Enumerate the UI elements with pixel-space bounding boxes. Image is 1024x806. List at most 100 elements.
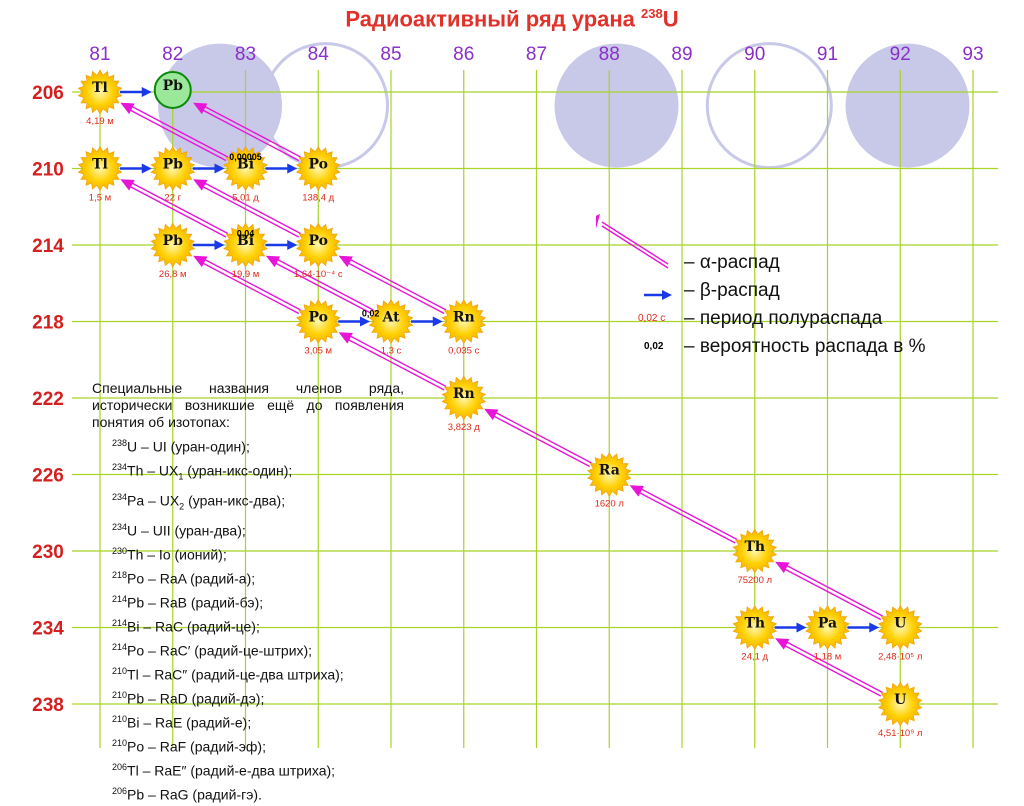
nuclide-pb210: Pb 22 г [150,145,196,204]
notes-list: 238U – UI (уран-один); 234Th – UX1 (уран-… [92,433,404,806]
proton-number-label: 86 [453,44,474,65]
legend-probability-label: – вероятность распада в % [684,336,926,357]
note-item: 206Tl – RaE″ (радий-е-два штриха); [112,762,336,780]
alpha-decay-arrow [338,332,447,391]
alpha-decay-arrow [193,102,301,162]
mass-number-label: 234 [32,619,64,640]
radioactive-star [295,222,341,268]
half-life-label: 1,3 с [381,346,402,357]
alpha-decay-arrow [775,561,883,621]
nuclide-symbol: Tl [92,80,108,96]
half-life-label: 1,18 м [814,652,842,663]
mass-number-label: 210 [32,160,64,181]
note-item: 234Pa – UX2 (уран-икс-два); [112,491,286,512]
half-life-label: 4,19 м [86,116,114,127]
proton-number-label: 84 [308,44,330,65]
note-item: 214Bi – RaC (радий-це); [112,618,260,635]
proton-number-label: 85 [380,44,401,65]
mass-number-label: 238 [32,695,64,716]
half-life-label: 1620 л [595,499,624,510]
legend-halflife-label: – период полураспада [684,308,883,329]
legend-alpha-row: – α-распад [596,214,1016,280]
proton-number-label: 87 [526,44,547,65]
filled-circle [554,43,679,168]
nuclide-symbol: U [894,692,906,708]
half-life-label: 19,9 м [232,269,260,280]
nuclide-th234: Th 24,1 д [732,604,778,663]
nuclide-symbol: At [381,310,400,326]
nuclide-symbol: Po [309,157,329,173]
historical-names-note: Специальные названия членов ряда, истори… [92,380,404,806]
legend-beta-row: – β-распад [596,280,1016,308]
nuclide-po218: Po 3,05 м [295,298,341,357]
note-item: 238U – UI (уран-один); [112,438,250,455]
nuclide-symbol: U [894,616,906,632]
grid [72,70,998,748]
nuclide-symbol: Bi [237,157,254,173]
beta-decay-arrow [847,622,880,633]
nuclide-pb214: Pb 26,8 м [150,222,196,280]
mass-number-label: 214 [32,236,64,257]
proton-number-label: 89 [671,44,692,65]
note-item: 214Pb – RaB (радий-бэ); [112,593,264,611]
proton-number-label: 90 [744,44,765,65]
alpha-decay-arrow [629,485,738,544]
mass-number-label: 226 [32,466,64,487]
nuclide-symbol: Pb [163,233,184,249]
filled-circle [845,43,970,168]
alpha-decay-arrow [193,179,301,238]
radioactive-star [732,604,778,651]
nuclide-po210: Po 138,4 д [295,145,341,204]
radioactive-star [877,681,923,727]
radioactive-star [223,222,268,268]
nuclide-symbol: Po [309,233,329,249]
beta-decay-arrow [265,240,298,250]
radioactive-star [805,604,850,651]
half-life-label: 1,5 м [89,193,111,204]
nuclide-symbol: Rn [453,386,475,402]
radioactive-star [732,528,778,574]
nuclide-bi210: Bi 5,01 д [223,145,268,204]
half-life-label: 75200 л [737,575,772,586]
nuclide-tl210: Tl 1,5 м [77,145,123,204]
nuclide-symbol: Th [744,616,765,632]
mass-number-label: 230 [32,542,64,563]
legend-probability-sample: 0,02 [644,341,664,352]
alpha-decay-arrow [338,255,447,315]
beta-arrow-icon [644,290,672,300]
half-life-label: 138,4 д [302,193,334,204]
note-item: 210Po – RaF (радий-эф); [112,738,266,755]
background-circles [158,42,970,170]
decay-chart: 81 82 83 84 85 86 87 88 89 90 91 92 93 206 210 214 218 22… [32,42,998,748]
alpha-arrow-icon [596,214,669,269]
alpha-decay-arrow [775,638,883,697]
nuclide-symbol: Pa [818,616,837,632]
half-life-label: 1,64·10⁻⁴ с [294,269,343,280]
alpha-decay-arrow [120,102,229,162]
beta-decay-arrow [265,163,298,174]
alpha-decays [120,102,883,697]
half-life-label: 5,01 д [232,193,259,204]
radioactive-star [368,298,414,345]
proton-number-label: 83 [235,44,256,65]
radioactive-star [77,145,123,192]
radioactive-star [441,298,487,345]
alpha-decay-arrow [265,255,374,315]
nuclide-th230: Th 75200 л [732,528,778,586]
radioactive-star [77,69,123,115]
branch-probability: 0,02 [362,309,380,319]
nuclide-at218: At 1,3 с [368,298,414,357]
proton-number-label: 91 [817,44,838,65]
beta-decay-arrow [120,87,152,97]
nuclide-symbol: Rn [453,310,475,326]
nuclide-symbol: Ra [599,463,620,479]
mass-number-label: 218 [32,313,64,334]
legend-probability-row: 0,02 – вероятность распада в % [596,336,1016,364]
nuclide-rn218: Rn 0,035 с [441,298,487,357]
half-life-label: 26,8 м [159,269,187,280]
beta-decay-arrow [192,163,225,174]
radioactive-star [150,222,196,268]
beta-decays [120,87,880,633]
half-life-label: 24,1 д [741,652,768,663]
note-item: 214Po – RaC′ (радий-це-штрих); [112,642,313,659]
